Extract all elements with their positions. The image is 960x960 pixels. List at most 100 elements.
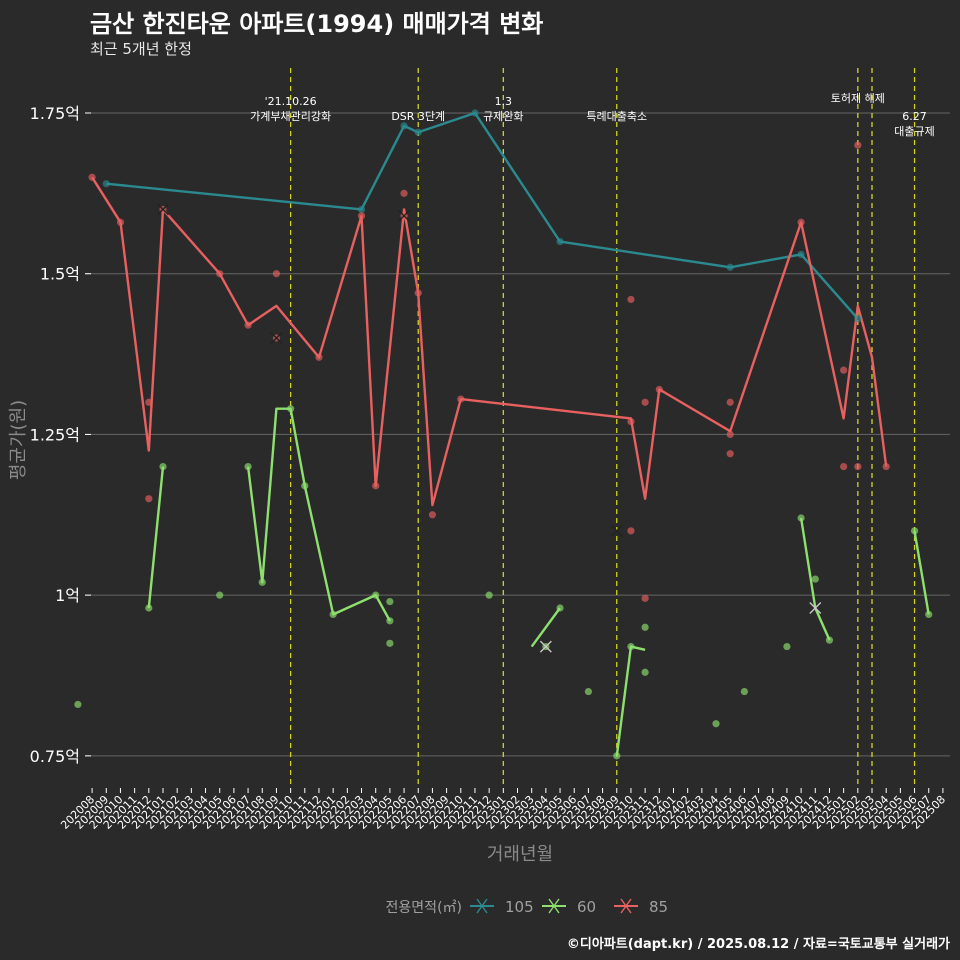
series-85-xmark-0 bbox=[156, 203, 169, 216]
series-60-point-14 bbox=[556, 604, 564, 612]
y-tick-label-4: 1.75억 bbox=[30, 104, 80, 123]
series-85-point-11 bbox=[372, 482, 380, 490]
series-60-line-1 bbox=[246, 407, 391, 622]
series-60-point-26 bbox=[910, 527, 919, 535]
series-85-point-15 bbox=[428, 511, 437, 519]
event-label-6-1: 대출규제 bbox=[894, 125, 934, 138]
legend-label-60: 60 bbox=[577, 898, 596, 916]
series-105-line-0 bbox=[106, 111, 859, 320]
series-105-point-5 bbox=[556, 237, 564, 246]
series-85-point-18 bbox=[627, 417, 635, 426]
series-85-xmark-1 bbox=[270, 332, 283, 344]
series-60-point-28 bbox=[74, 700, 82, 709]
series-60-point-3 bbox=[244, 462, 252, 471]
series-60-xmark-0 bbox=[539, 640, 552, 653]
event-label-6-0: 6.27 bbox=[902, 110, 927, 123]
source-caption: ©디아파트(dapt.kr) / 2025.08.12 / 자료=국토교통부 실… bbox=[566, 937, 950, 952]
event-label-3-0: 특례대출축소 bbox=[586, 110, 647, 123]
series-60-line-5 bbox=[913, 530, 930, 615]
event-label-0-1: 가계부채관리강화 bbox=[250, 110, 331, 123]
series-60-point-20 bbox=[712, 720, 720, 728]
series-60-point-6 bbox=[301, 482, 309, 490]
event-label-2-1: 규제완화 bbox=[483, 110, 523, 123]
series-105-point-8 bbox=[854, 315, 862, 323]
event-label-0-0: '21.10.26 bbox=[265, 95, 317, 108]
y-tick-label-0: 0.75억 bbox=[30, 747, 80, 766]
event-label-2-0: 1.3 bbox=[495, 95, 513, 108]
series-60-point-4 bbox=[258, 578, 266, 586]
series-60-xmark-1 bbox=[809, 602, 822, 614]
series-85-point-24 bbox=[726, 430, 734, 439]
series-60-point-5 bbox=[287, 405, 295, 413]
legend: 전용면적(㎡) 105 60 85 bbox=[386, 898, 669, 916]
series-60-point-8 bbox=[372, 591, 380, 599]
series-85-line-0 bbox=[91, 176, 888, 507]
y-axis-label: 평균가(원) bbox=[8, 400, 29, 480]
series-points bbox=[74, 109, 933, 760]
series-105-point-4 bbox=[471, 109, 479, 117]
series-60-point-27 bbox=[925, 610, 933, 619]
chart-subtitle: 최근 5개년 한정 bbox=[90, 40, 192, 58]
series-105-point-0 bbox=[102, 180, 110, 188]
y-tick-label-3: 1.5억 bbox=[40, 265, 80, 284]
series-60-point-22 bbox=[783, 642, 791, 651]
series-85-point-14 bbox=[414, 289, 422, 297]
series-85-point-5 bbox=[216, 270, 224, 278]
series-85-point-1 bbox=[116, 218, 125, 226]
series-85-point-21 bbox=[641, 594, 649, 602]
series-60-point-21 bbox=[740, 687, 748, 696]
series-85-point-3 bbox=[145, 495, 153, 503]
series-85-point-19 bbox=[627, 527, 635, 535]
series-105-point-7 bbox=[797, 250, 805, 259]
series-60-point-0 bbox=[145, 604, 153, 612]
y-tick-label-2: 1.25억 bbox=[30, 425, 80, 444]
series-85-point-9 bbox=[315, 353, 323, 361]
series-85-point-20 bbox=[641, 398, 649, 406]
series-85-point-25 bbox=[726, 450, 734, 458]
series-60-point-7 bbox=[329, 610, 337, 619]
event-lines: '21.10.26 가계부채관리강화 DSR 3단계 1.3 규제완화 특례대출축소 토허제… bbox=[250, 68, 935, 788]
series-60-point-25 bbox=[825, 636, 834, 644]
series-60-line-0 bbox=[147, 466, 165, 609]
series-60-point-23 bbox=[797, 514, 805, 522]
series-105-point-2 bbox=[400, 122, 408, 130]
series-85-point-31 bbox=[882, 462, 890, 471]
x-axis-label: 거래년월 bbox=[487, 844, 553, 865]
series-85-point-16 bbox=[457, 395, 465, 403]
series-85-point-22 bbox=[655, 385, 663, 394]
series-60-line-2 bbox=[530, 607, 561, 648]
legend-key-mark-105 bbox=[476, 898, 488, 914]
series-105-point-3 bbox=[414, 128, 422, 136]
event-label-4-0: 토허제 해제 bbox=[831, 91, 885, 105]
series-85-point-10 bbox=[357, 212, 366, 220]
series-60-point-10 bbox=[386, 617, 394, 625]
series-85-point-30 bbox=[854, 462, 862, 471]
y-axis-ticks: 0.75억 1억 1.25억 1.5억 1.75억 bbox=[30, 104, 91, 766]
series-60-point-12 bbox=[485, 591, 493, 599]
series-105-point-1 bbox=[357, 205, 366, 214]
series-85-point-26 bbox=[797, 218, 805, 226]
legend-label-105: 105 bbox=[505, 898, 534, 916]
series-60-point-24 bbox=[811, 575, 819, 583]
series-60-point-19 bbox=[641, 668, 649, 676]
series-60-point-18 bbox=[641, 623, 649, 631]
series-85-point-23 bbox=[726, 398, 734, 406]
series-60-point-1 bbox=[159, 462, 167, 471]
series-60-point-9 bbox=[386, 597, 394, 606]
legend-label-85: 85 bbox=[649, 898, 668, 916]
series-60-point-17 bbox=[627, 642, 635, 651]
series-85-point-7 bbox=[272, 270, 281, 278]
x-axis-ticks: 2020082020092020102020112020122021012021… bbox=[58, 788, 948, 832]
series-60-point-15 bbox=[584, 687, 593, 696]
series-60-point-16 bbox=[613, 752, 621, 760]
series-60-point-2 bbox=[216, 591, 224, 599]
series-85-point-28 bbox=[840, 462, 848, 471]
series-85-point-17 bbox=[627, 295, 635, 304]
series-85-xmark-3 bbox=[610, 524, 623, 537]
grid-lines bbox=[85, 112, 950, 757]
series-85-point-12 bbox=[400, 189, 408, 197]
series-60-line-3 bbox=[615, 645, 646, 757]
legend-key-mark-85 bbox=[620, 898, 632, 914]
series-60-point-11 bbox=[386, 639, 394, 647]
